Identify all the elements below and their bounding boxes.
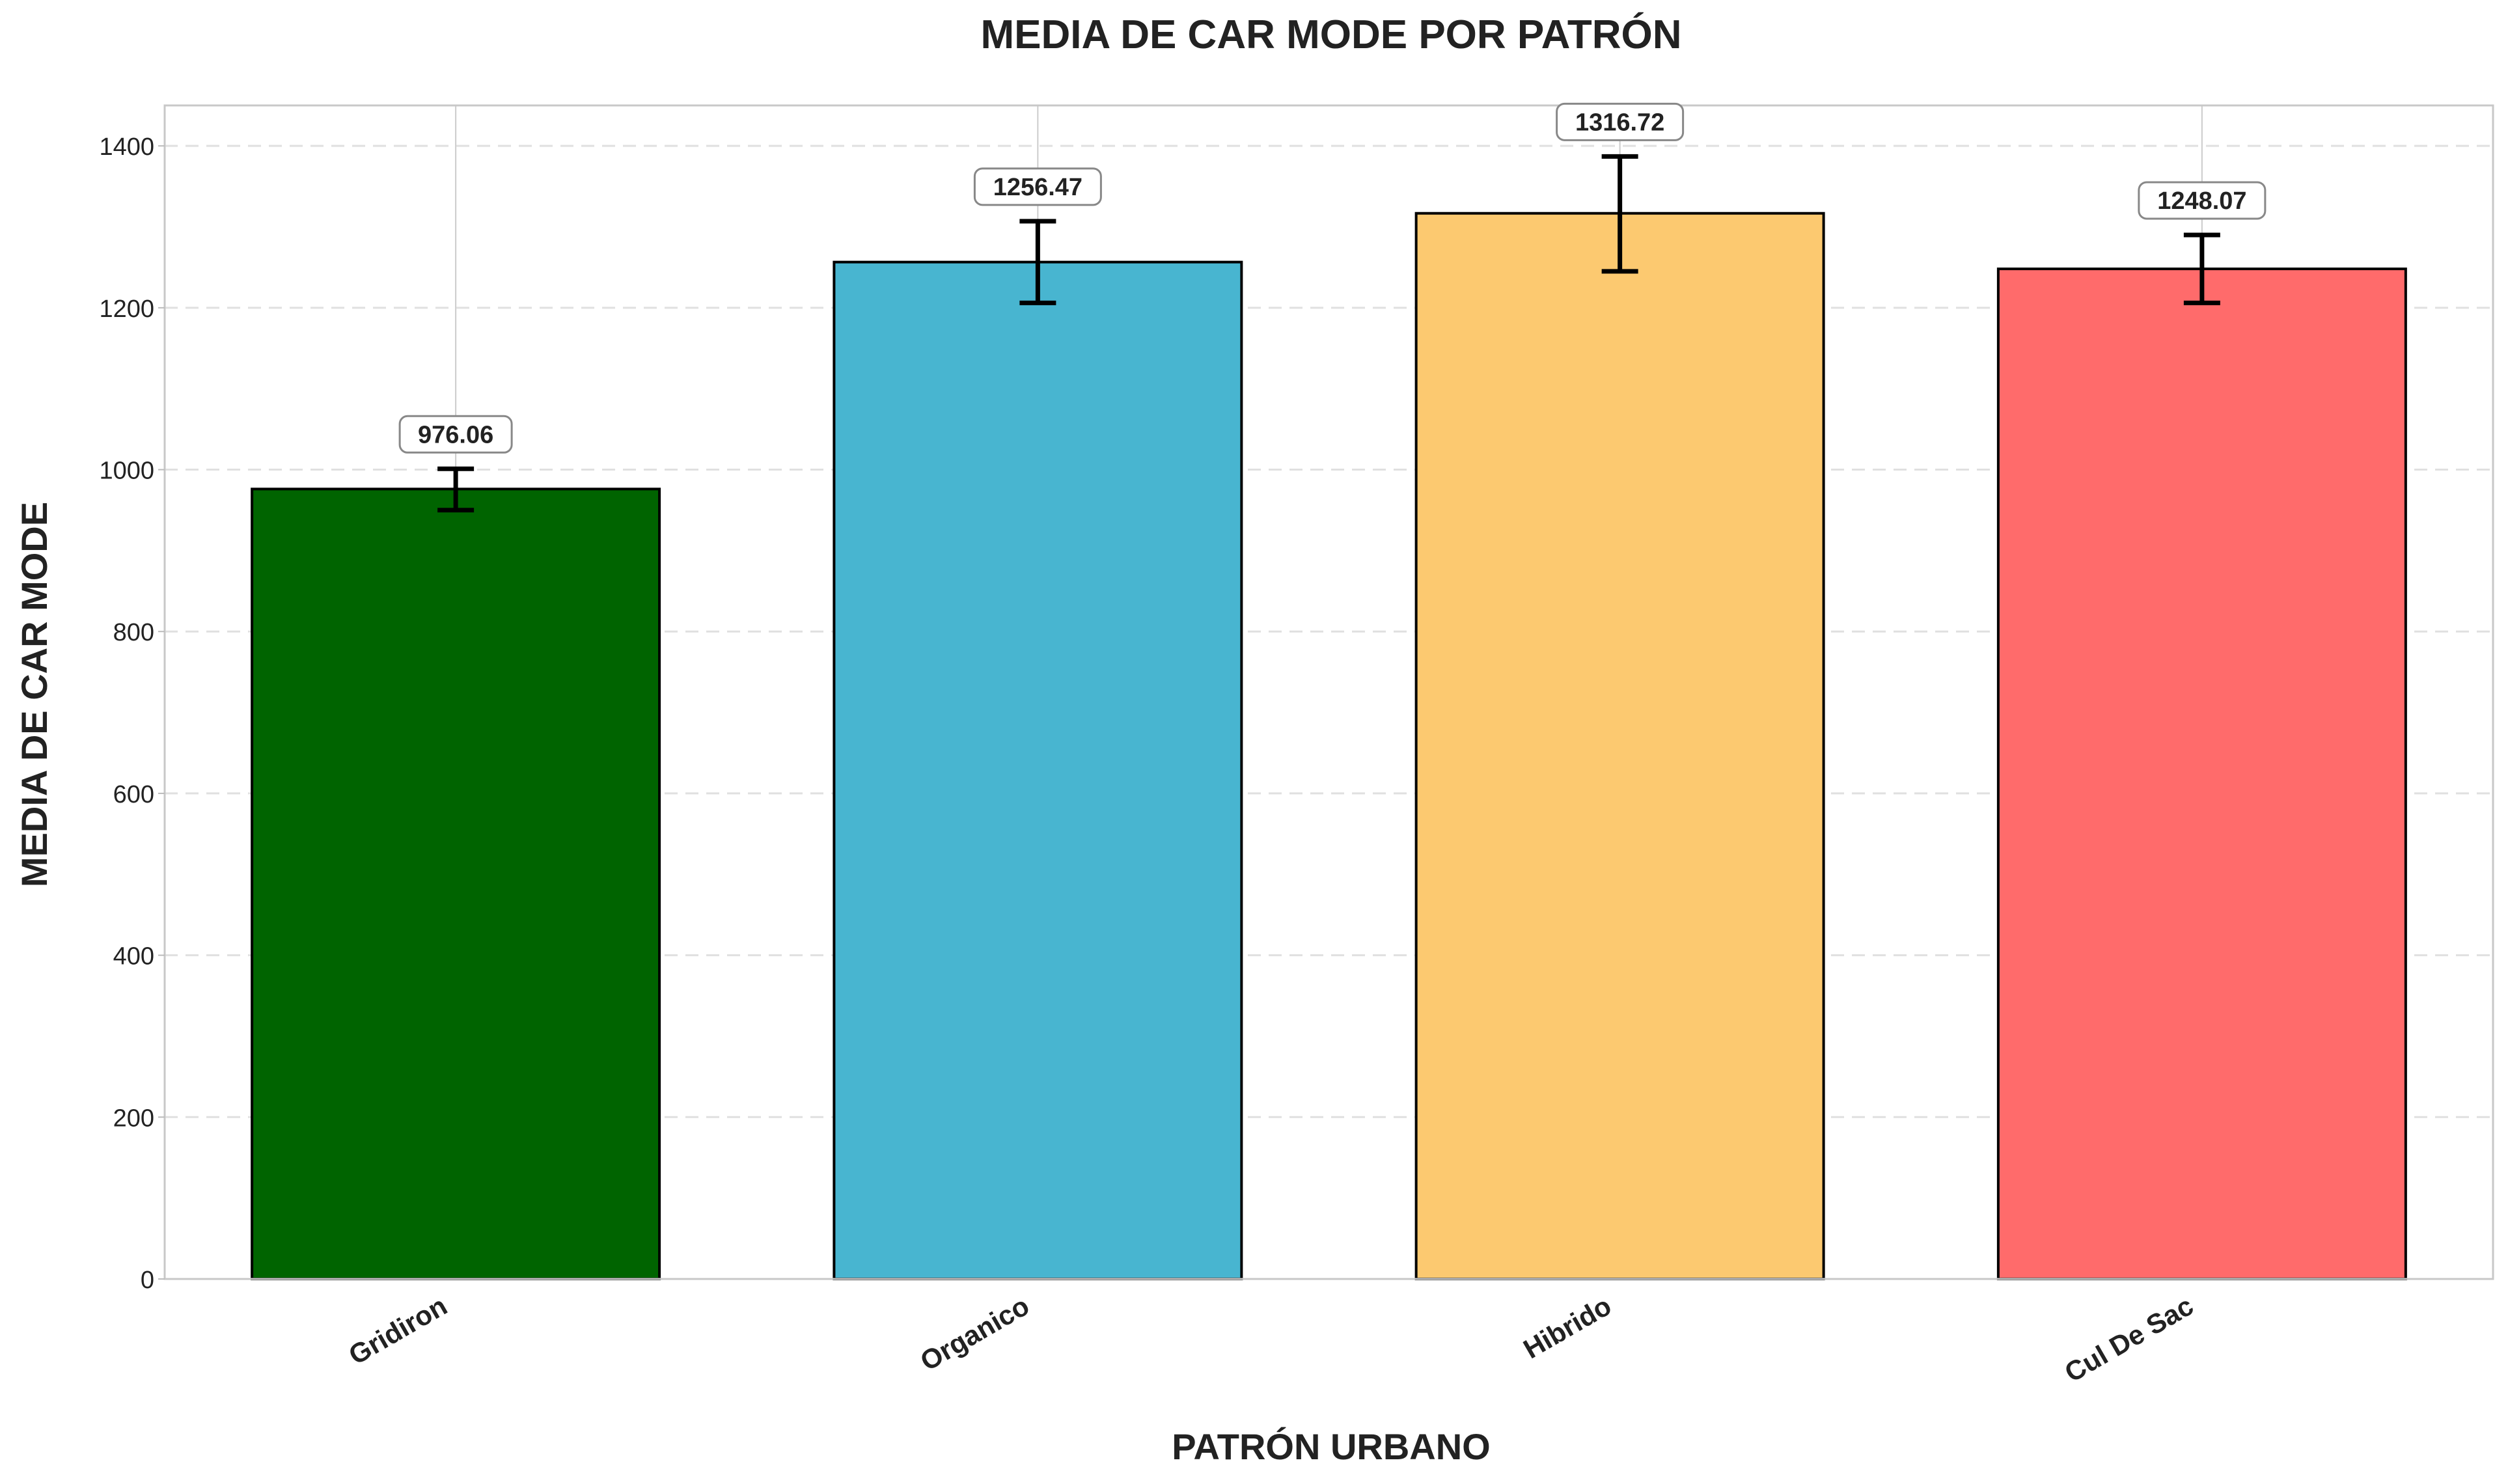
data-label: 1248.07 [2157, 187, 2246, 215]
chart-title: MEDIA DE CAR MODE POR PATRÓN [981, 12, 1682, 57]
y-tick-label: 1200 [99, 295, 154, 323]
y-axis-label: MEDIA DE CAR MODE [14, 502, 55, 887]
data-label-box [973, 167, 1102, 206]
data-label-box [2138, 181, 2267, 220]
error-bar-layer [437, 154, 2220, 513]
y-tick-label: 1400 [99, 133, 154, 161]
bar [1414, 212, 1825, 1280]
data-label: 1256.47 [993, 174, 1082, 201]
y-tick-label: 0 [141, 1267, 154, 1294]
y-tick-label: 800 [113, 619, 154, 646]
x-axis-label: PATRÓN URBANO [1172, 1426, 1490, 1467]
data-label-box [398, 415, 513, 454]
data-label: 1316.72 [1575, 109, 1664, 136]
bar [1996, 268, 2407, 1281]
data-label-layer: 976.06 1256.47 1316.72 1248.07 [398, 102, 2267, 454]
bar [251, 488, 661, 1281]
y-tick-label: 1000 [99, 458, 154, 485]
y-tick-label: 600 [113, 781, 154, 808]
y-tick-label: 400 [113, 943, 154, 970]
bar [833, 260, 1243, 1280]
y-tick-label: 200 [113, 1105, 154, 1132]
data-label-box [1556, 102, 1685, 141]
plot-frame [163, 104, 2494, 1280]
data-label: 976.06 [418, 421, 493, 448]
bar-layer [251, 212, 2407, 1281]
